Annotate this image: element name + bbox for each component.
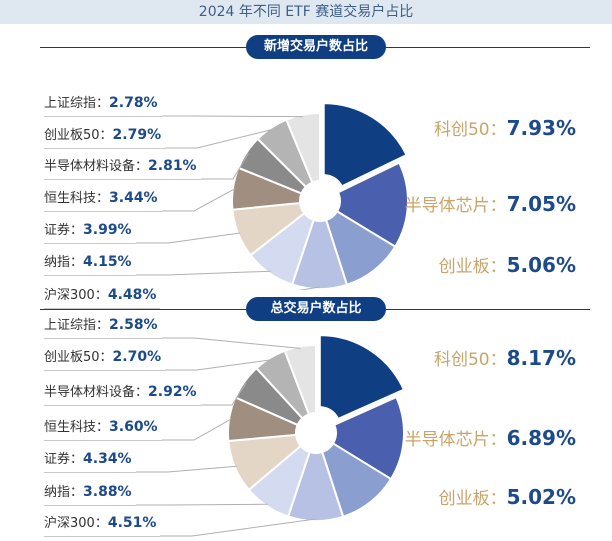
slice-label-name: 半导体材料设备： bbox=[44, 159, 149, 174]
slice-label-large: 创业板：5.02% bbox=[439, 481, 576, 513]
slice-label-value: 3.88% bbox=[83, 484, 132, 500]
slice-label-value: 6.89% bbox=[506, 426, 576, 450]
new-traders-panel: 新增交易户数占比上证综指：2.78% 创业板50：2.79% 半导体材料设备：2.8… bbox=[0, 32, 612, 309]
slice-label: 纳指：3.88% bbox=[44, 479, 136, 506]
slice-label-name: 创业板： bbox=[438, 489, 507, 509]
slice-label-value: 7.93% bbox=[506, 116, 576, 140]
leader-line bbox=[165, 359, 271, 371]
leader-line bbox=[162, 418, 232, 441]
panel-title: 总交易户数占比 bbox=[246, 297, 386, 321]
slice-label-name: 沪深300： bbox=[44, 288, 108, 303]
slice-label-name: 科创50： bbox=[433, 120, 507, 140]
leader-line bbox=[136, 270, 271, 276]
leader-line bbox=[165, 129, 273, 149]
slice-label: 证券：3.99% bbox=[44, 217, 136, 244]
leader-line bbox=[136, 465, 237, 473]
slice-label-name: 半导体芯片： bbox=[404, 430, 507, 450]
slice-label-large: 半导体芯片：7.05% bbox=[405, 188, 576, 220]
pie-slice bbox=[318, 334, 406, 421]
slice-label: 恒生科技：3.60% bbox=[44, 414, 162, 441]
slice-label-value: 4.51% bbox=[107, 515, 157, 531]
donut-hole bbox=[300, 181, 340, 221]
slice-label: 沪深300：4.48% bbox=[44, 282, 161, 309]
slice-label: 证券：4.34% bbox=[44, 446, 136, 473]
slice-label: 半导体材料设备：2.92% bbox=[44, 379, 201, 406]
slice-label-name: 纳指： bbox=[44, 485, 84, 500]
slice-label-value: 4.34% bbox=[83, 451, 132, 467]
slice-label-name: 科创50： bbox=[433, 350, 507, 370]
slice-label-large: 科创50：8.17% bbox=[434, 342, 576, 374]
slice-label-value: 2.92% bbox=[148, 384, 197, 400]
pie-slice bbox=[322, 102, 408, 188]
slice-label-value: 2.58% bbox=[109, 317, 158, 333]
slice-label: 半导体材料设备：2.81% bbox=[44, 153, 201, 180]
slice-label: 纳指：4.15% bbox=[44, 249, 136, 276]
slice-label-value: 2.78% bbox=[109, 95, 158, 111]
slice-label-name: 恒生科技： bbox=[44, 420, 110, 435]
slice-label-name: 上证综指： bbox=[44, 96, 110, 111]
slice-label: 沪深300：4.51% bbox=[44, 510, 161, 537]
slice-label-value: 2.81% bbox=[148, 158, 197, 174]
slice-label-name: 半导体材料设备： bbox=[44, 385, 149, 400]
slice-label-name: 纳指： bbox=[44, 255, 84, 270]
slice-label-value: 8.17% bbox=[506, 346, 576, 370]
slice-label-value: 3.60% bbox=[109, 419, 158, 435]
slice-label-large: 半导体芯片：6.89% bbox=[405, 422, 576, 454]
slice-label-value: 3.44% bbox=[109, 190, 158, 206]
slice-label-value: 7.05% bbox=[506, 192, 576, 216]
slice-label-name: 证券： bbox=[44, 223, 84, 238]
leader-line bbox=[162, 115, 304, 118]
slice-label-value: 5.02% bbox=[506, 485, 576, 509]
slice-label-name: 恒生科技： bbox=[44, 191, 110, 206]
slice-label-value: 4.15% bbox=[83, 254, 132, 270]
slice-label-name: 半导体芯片： bbox=[404, 196, 507, 216]
slice-label-value: 4.48% bbox=[107, 287, 157, 303]
slice-label-name: 沪深300： bbox=[44, 516, 108, 531]
slice-label: 上证综指：2.78% bbox=[44, 90, 162, 117]
leader-line bbox=[162, 337, 301, 349]
slice-label-large: 科创50：7.93% bbox=[434, 112, 576, 144]
slice-label-value: 2.79% bbox=[112, 127, 162, 143]
donut-chart bbox=[136, 334, 406, 537]
leader-line bbox=[298, 286, 320, 290]
slice-label-value: 5.06% bbox=[506, 253, 576, 277]
slice-label-name: 上证综指： bbox=[44, 318, 110, 333]
leader-line bbox=[136, 232, 241, 244]
slice-label: 恒生科技：3.44% bbox=[44, 185, 162, 212]
slice-label-value: 2.70% bbox=[112, 349, 162, 365]
leader-line bbox=[201, 153, 249, 180]
total-traders-panel: 总交易户数占比上证综指：2.58% 创业板50：2.70% 半导体材料设备：2.92… bbox=[0, 294, 612, 541]
slice-label-name: 创业板50： bbox=[44, 128, 113, 143]
leader-line bbox=[162, 188, 236, 212]
chart-header: 2024 年不同 ETF 赛道交易户占比 bbox=[0, 0, 612, 24]
donut-chart bbox=[136, 102, 409, 290]
slice-label: 创业板50：2.79% bbox=[44, 122, 166, 149]
slice-label-name: 创业板： bbox=[438, 257, 507, 277]
slice-label-large: 创业板：5.06% bbox=[439, 249, 576, 281]
slice-label-value: 3.99% bbox=[83, 222, 132, 238]
leader-line bbox=[201, 382, 247, 406]
slice-label-name: 创业板50： bbox=[44, 350, 113, 365]
slice-label-name: 证券： bbox=[44, 452, 84, 467]
leader-line bbox=[160, 518, 316, 537]
donut-hole bbox=[296, 413, 336, 453]
panel-title: 新增交易户数占比 bbox=[246, 35, 386, 59]
leader-line bbox=[136, 503, 268, 506]
slice-label: 创业板50：2.70% bbox=[44, 344, 166, 371]
slice-label: 上证综指：2.58% bbox=[44, 312, 162, 339]
pie-slice bbox=[335, 161, 409, 249]
